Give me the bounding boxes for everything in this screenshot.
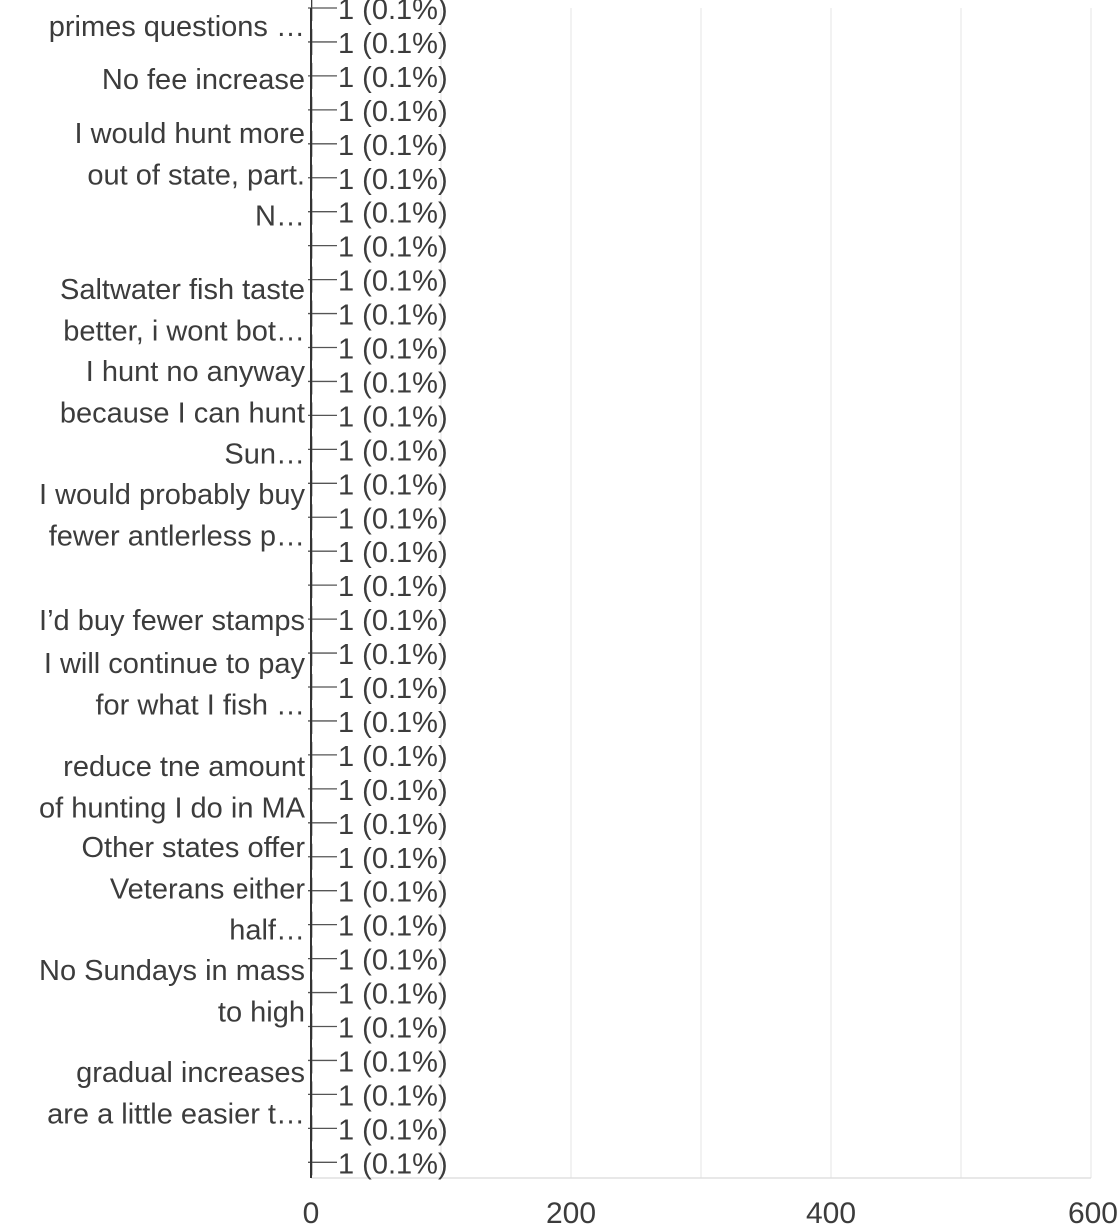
x-tick-label: 0 (303, 1197, 320, 1230)
category-label: to high (218, 996, 305, 1028)
category-label: fewer antlerless p… (49, 520, 305, 552)
value-label: 1 (0.1%) (338, 334, 448, 366)
category-label: reduce tne amount (63, 751, 305, 783)
category-label: I will continue to pay (44, 648, 306, 680)
value-label: 1 (0.1%) (338, 232, 448, 264)
value-label: 1 (0.1%) (338, 435, 448, 467)
x-axis: 0 200 400 600 (303, 1197, 1118, 1230)
category-label: No fee increase (102, 64, 305, 96)
value-label: 1 (0.1%) (338, 1080, 448, 1112)
category-label: Saltwater fish taste (60, 274, 305, 306)
value-label: 1 (0.1%) (338, 367, 448, 399)
category-label: No Sundays in mass (39, 955, 305, 987)
category-label: Other states offer (81, 832, 305, 864)
value-label: 1 (0.1%) (338, 96, 448, 128)
category-label: primes questions … (49, 11, 305, 43)
category-label: out of state, part. (87, 159, 305, 191)
category-label: of hunting I do in MA (39, 792, 306, 824)
x-tick-label: 600 (1068, 1197, 1118, 1230)
category-label: Veterans either (110, 873, 305, 905)
value-label: 1 (0.1%) (338, 266, 448, 298)
value-label: 1 (0.1%) (338, 1148, 448, 1180)
category-label: I would hunt more (74, 118, 305, 150)
value-label: 1 (0.1%) (338, 1114, 448, 1146)
value-label: 1 (0.1%) (338, 877, 448, 909)
value-label: 1 (0.1%) (338, 537, 448, 569)
value-labels: 1 (0.1%)1 (0.1%)1 (0.1%)1 (0.1%)1 (0.1%)… (338, 0, 448, 1180)
category-label: better, i wont bot… (63, 315, 305, 347)
value-label: 1 (0.1%) (338, 62, 448, 94)
category-label: half… (229, 915, 305, 947)
value-label: 1 (0.1%) (338, 639, 448, 671)
value-label: 1 (0.1%) (338, 809, 448, 841)
value-label: 1 (0.1%) (338, 843, 448, 875)
category-label: gradual increases (76, 1057, 305, 1089)
x-tick-label: 400 (806, 1197, 856, 1230)
value-label: 1 (0.1%) (338, 979, 448, 1011)
value-label: 1 (0.1%) (338, 673, 448, 705)
category-label: for what I fish … (95, 689, 305, 721)
value-label: 1 (0.1%) (338, 503, 448, 535)
value-label: 1 (0.1%) (338, 0, 448, 26)
value-label: 1 (0.1%) (338, 741, 448, 773)
value-label: 1 (0.1%) (338, 1013, 448, 1045)
value-label: 1 (0.1%) (338, 401, 448, 433)
value-label: 1 (0.1%) (338, 198, 448, 230)
value-label: 1 (0.1%) (338, 1046, 448, 1078)
value-label: 1 (0.1%) (338, 775, 448, 807)
value-label: 1 (0.1%) (338, 945, 448, 977)
value-label: 1 (0.1%) (338, 571, 448, 603)
category-label: Sun… (224, 439, 305, 471)
value-label: 1 (0.1%) (338, 469, 448, 501)
x-tick-label: 200 (546, 1197, 596, 1230)
category-label: I’d buy fewer stamps (39, 605, 305, 637)
category-labels: primes questions … No fee increase I’d buy… (39, 11, 306, 1130)
category-label: I hunt no anyway (86, 356, 306, 388)
grid-lines (311, 8, 1092, 1179)
value-label: 1 (0.1%) (338, 130, 448, 162)
value-label: 1 (0.1%) (338, 707, 448, 739)
category-label: are a little easier t… (47, 1098, 305, 1130)
category-label: because I can hunt (60, 397, 305, 429)
bars (308, 0, 337, 1178)
value-label: 1 (0.1%) (338, 164, 448, 196)
value-label: 1 (0.1%) (338, 28, 448, 60)
value-label: 1 (0.1%) (338, 300, 448, 332)
category-label: I would probably buy (39, 479, 305, 511)
value-label: 1 (0.1%) (338, 911, 448, 943)
value-label: 1 (0.1%) (338, 605, 448, 637)
category-label: N… (255, 201, 305, 233)
